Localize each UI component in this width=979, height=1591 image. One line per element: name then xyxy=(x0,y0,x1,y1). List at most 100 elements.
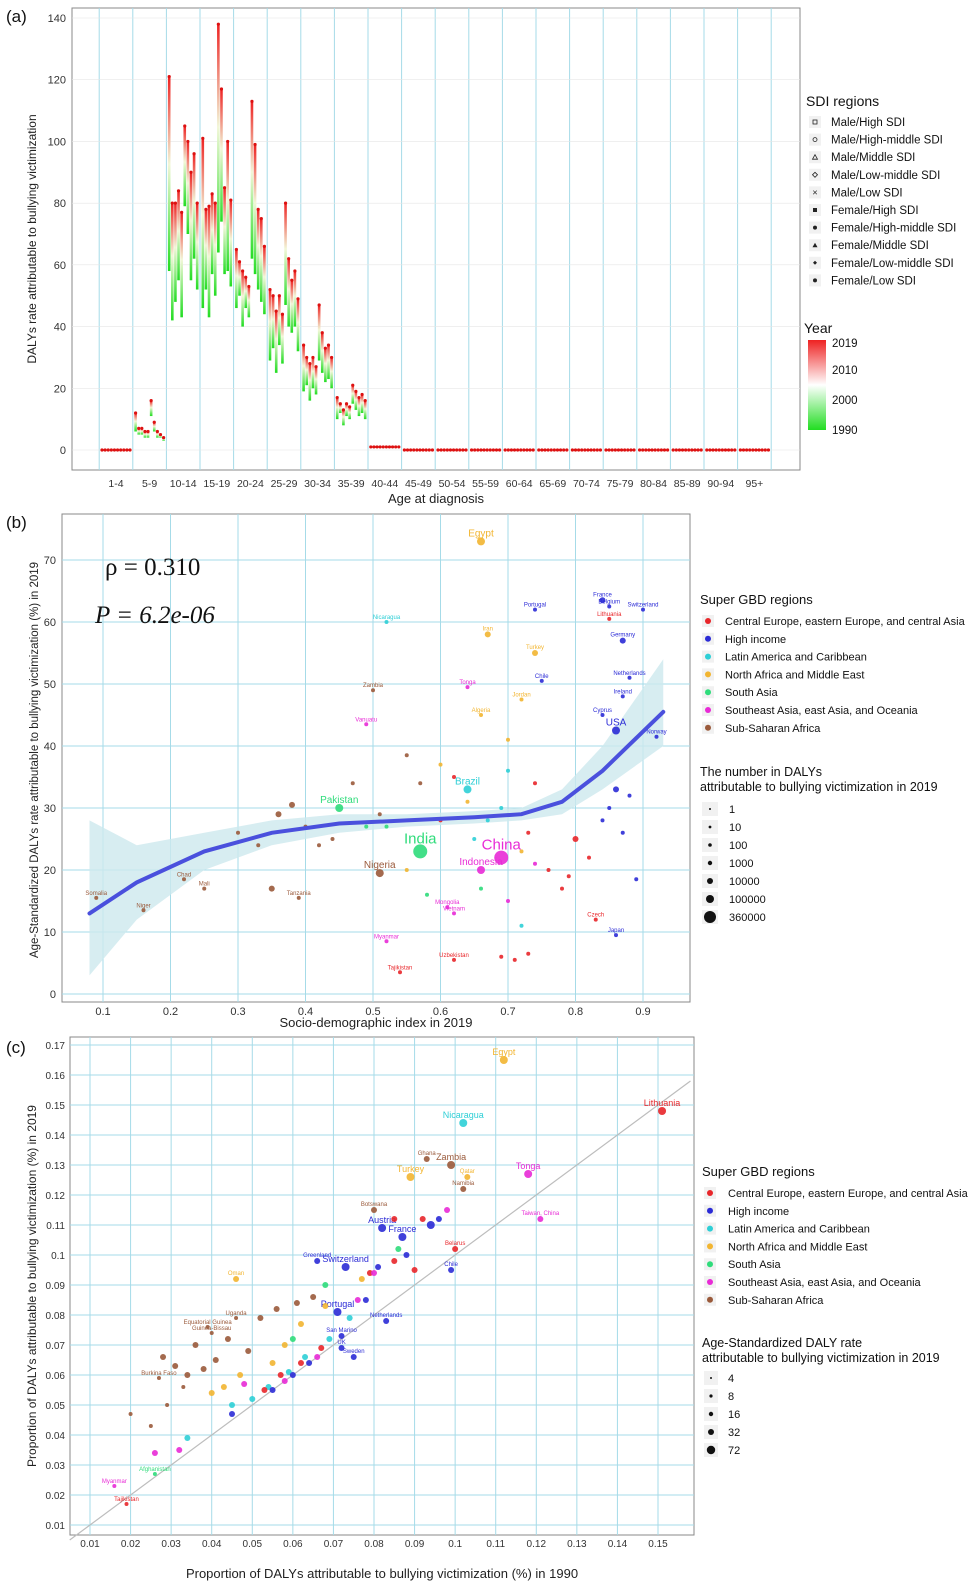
data-point xyxy=(465,685,470,690)
data-point-2019 xyxy=(757,448,761,452)
data-point-2019 xyxy=(598,448,603,452)
data-point-2019 xyxy=(363,399,367,403)
x-tick-label: 0.11 xyxy=(486,1539,505,1550)
data-trace xyxy=(167,76,171,272)
data-point xyxy=(256,843,261,848)
legend-swatch xyxy=(705,671,711,678)
data-point xyxy=(526,951,531,956)
x-axis-label-b: Socio-demographic index in 2019 xyxy=(280,1015,473,1030)
data-point-2019 xyxy=(488,448,492,452)
x-tick-label: 45-49 xyxy=(405,478,432,490)
x-tick-label: 0.03 xyxy=(161,1539,181,1550)
x-axis-label-a: Age at diagnosis xyxy=(388,491,485,506)
data-point-2019 xyxy=(344,402,349,406)
legend-symbol-icon: × xyxy=(812,187,817,197)
data-point-2019 xyxy=(543,448,547,452)
legend-key xyxy=(809,116,821,128)
rho-annotation: ρ = 0.310 xyxy=(105,554,200,581)
data-point-2019 xyxy=(760,448,764,452)
data-point xyxy=(537,1216,544,1222)
data-trace xyxy=(223,187,226,275)
data-point-2019 xyxy=(186,139,190,144)
y-tick-label: 0.15 xyxy=(46,1101,66,1112)
legend-key xyxy=(809,186,821,199)
legend-key xyxy=(809,151,821,164)
data-point xyxy=(338,1345,345,1351)
legend-label: Male/Low-middle SDI xyxy=(831,170,940,182)
data-point xyxy=(306,1360,313,1366)
chart-a: (a) 0 20 40 60 80 100 120 140 1-4 5-9 10-14 15-19 20… xyxy=(6,7,956,506)
data-trace xyxy=(348,406,351,420)
data-point xyxy=(533,781,537,786)
data-point-2019 xyxy=(677,448,682,452)
data-trace xyxy=(244,277,248,309)
data-point xyxy=(384,824,389,829)
legend-c: Super GBD regions Central Europe, eastern… xyxy=(702,1164,969,1457)
size-legend-swatch xyxy=(704,911,716,923)
data-point-2019 xyxy=(167,75,171,79)
data-point xyxy=(236,830,240,835)
data-point xyxy=(447,1161,456,1169)
data-point-label: Mali xyxy=(199,882,210,888)
data-point-2019 xyxy=(619,448,624,452)
legend-key xyxy=(809,133,821,146)
data-point xyxy=(607,806,612,810)
data-point-2019 xyxy=(155,429,159,434)
y-tick-label: 0.01 xyxy=(46,1521,66,1532)
data-point-label: Austria xyxy=(368,1215,396,1225)
data-point xyxy=(233,1276,240,1282)
data-point xyxy=(358,1276,365,1282)
legend-symbol-icon xyxy=(811,171,819,178)
data-point-label: San Marino xyxy=(326,1328,357,1334)
data-point xyxy=(128,1412,133,1416)
size-legend-swatch xyxy=(707,878,713,884)
data-point-label: Tonga xyxy=(516,1161,541,1171)
y-tick-label: 0 xyxy=(60,445,66,457)
data-point xyxy=(346,1315,353,1321)
data-trace xyxy=(186,141,190,234)
data-point xyxy=(448,1267,455,1273)
data-point xyxy=(182,877,186,882)
data-point xyxy=(378,1224,387,1232)
data-point-2019 xyxy=(100,448,104,452)
data-point xyxy=(593,917,598,922)
data-point-2019 xyxy=(341,408,346,412)
data-trace xyxy=(263,246,266,315)
data-trace xyxy=(149,400,153,417)
data-point-label: UK xyxy=(337,1340,345,1346)
data-point xyxy=(322,1303,329,1309)
data-point-2019 xyxy=(326,343,331,347)
panel-b-label: (b) xyxy=(6,513,27,532)
data-trace xyxy=(140,428,144,435)
data-point-label: Iran xyxy=(483,626,493,632)
data-point-label: France xyxy=(388,1224,416,1234)
x-tick-label: 0.04 xyxy=(202,1539,222,1550)
data-point-2019 xyxy=(125,448,129,452)
data-point-2019 xyxy=(122,448,126,452)
data-point-label: Guinea-Bissau xyxy=(192,1326,231,1332)
data-point-2019 xyxy=(711,448,715,452)
data-point-2019 xyxy=(754,448,758,452)
data-point-2019 xyxy=(589,448,593,452)
data-point-2019 xyxy=(137,426,141,430)
data-point-2019 xyxy=(503,448,507,452)
data-point-2019 xyxy=(192,152,196,156)
data-point xyxy=(362,1297,369,1303)
data-point-2019 xyxy=(402,448,406,452)
y-tick-label: 0.1 xyxy=(51,1251,65,1262)
data-point-label: Ireland xyxy=(614,689,632,695)
data-point xyxy=(494,850,509,865)
data-point-2019 xyxy=(458,448,462,452)
data-trace xyxy=(238,261,241,296)
data-trace xyxy=(278,295,281,346)
data-point-2019 xyxy=(604,448,608,452)
y-tick-label: 0.06 xyxy=(46,1371,66,1382)
data-point xyxy=(176,1447,183,1453)
data-point-label: Sweden xyxy=(343,1349,365,1355)
data-point-label: Chile xyxy=(535,674,549,680)
chart-b: (b) Egypt France Portugal Lithuania Belgium S… xyxy=(6,513,966,1030)
y-tick-label: 70 xyxy=(44,555,56,567)
data-trace xyxy=(177,190,180,281)
x-tick-label: 0.15 xyxy=(648,1539,668,1550)
data-point-2019 xyxy=(751,448,755,452)
